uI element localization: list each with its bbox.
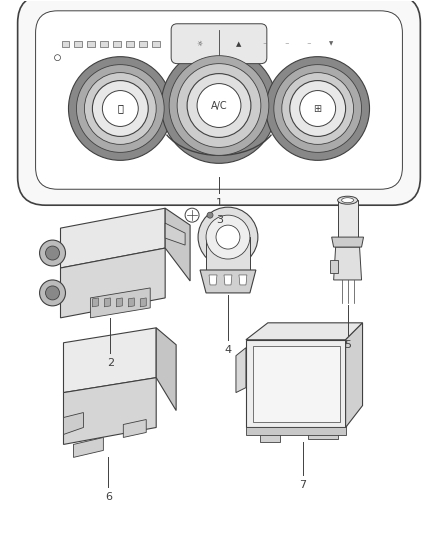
Circle shape bbox=[161, 47, 277, 163]
Circle shape bbox=[198, 207, 258, 267]
Polygon shape bbox=[74, 438, 103, 457]
Polygon shape bbox=[334, 247, 361, 280]
Text: 7: 7 bbox=[299, 480, 306, 490]
Polygon shape bbox=[100, 41, 108, 47]
Polygon shape bbox=[200, 270, 256, 293]
FancyBboxPatch shape bbox=[18, 0, 420, 205]
Polygon shape bbox=[224, 275, 232, 285]
Text: ▼: ▼ bbox=[328, 41, 333, 46]
Polygon shape bbox=[139, 41, 147, 47]
Polygon shape bbox=[253, 346, 339, 422]
Polygon shape bbox=[60, 208, 165, 268]
Ellipse shape bbox=[338, 196, 357, 204]
Text: 🚗: 🚗 bbox=[117, 103, 123, 114]
Ellipse shape bbox=[342, 198, 353, 203]
Polygon shape bbox=[128, 298, 134, 307]
Circle shape bbox=[216, 225, 240, 249]
Polygon shape bbox=[64, 328, 156, 393]
Circle shape bbox=[169, 55, 269, 155]
Circle shape bbox=[187, 74, 251, 138]
Text: 3: 3 bbox=[216, 215, 223, 225]
Circle shape bbox=[85, 72, 156, 144]
Circle shape bbox=[266, 56, 370, 160]
Circle shape bbox=[207, 212, 213, 218]
Polygon shape bbox=[206, 237, 250, 270]
Polygon shape bbox=[124, 419, 146, 438]
Polygon shape bbox=[209, 275, 217, 285]
Text: ~: ~ bbox=[262, 41, 267, 46]
Circle shape bbox=[39, 240, 66, 266]
Polygon shape bbox=[117, 298, 122, 307]
Polygon shape bbox=[88, 41, 95, 47]
Polygon shape bbox=[338, 200, 357, 245]
Polygon shape bbox=[74, 41, 82, 47]
Circle shape bbox=[39, 280, 66, 306]
Circle shape bbox=[68, 56, 172, 160]
Polygon shape bbox=[260, 427, 280, 442]
Circle shape bbox=[290, 80, 346, 136]
Circle shape bbox=[177, 63, 261, 148]
Polygon shape bbox=[332, 237, 364, 247]
Polygon shape bbox=[140, 298, 146, 307]
Text: 4: 4 bbox=[224, 345, 232, 355]
Circle shape bbox=[77, 64, 164, 152]
Circle shape bbox=[282, 72, 353, 144]
Text: 2: 2 bbox=[107, 358, 114, 368]
Text: ~: ~ bbox=[284, 41, 289, 46]
Polygon shape bbox=[152, 41, 160, 47]
Text: ⊞: ⊞ bbox=[314, 103, 322, 114]
Text: 1: 1 bbox=[215, 198, 223, 208]
Polygon shape bbox=[90, 288, 150, 318]
FancyBboxPatch shape bbox=[171, 24, 267, 63]
Text: ▲: ▲ bbox=[236, 41, 242, 47]
Polygon shape bbox=[92, 298, 99, 307]
Circle shape bbox=[185, 208, 199, 222]
Polygon shape bbox=[346, 323, 363, 427]
Circle shape bbox=[102, 91, 138, 126]
Polygon shape bbox=[165, 208, 190, 281]
Polygon shape bbox=[165, 223, 185, 245]
Polygon shape bbox=[156, 328, 176, 410]
Polygon shape bbox=[61, 41, 70, 47]
Circle shape bbox=[46, 246, 60, 260]
Circle shape bbox=[54, 55, 60, 61]
Polygon shape bbox=[113, 41, 121, 47]
Text: 6: 6 bbox=[105, 492, 112, 502]
Text: ☼: ☼ bbox=[196, 41, 202, 47]
Polygon shape bbox=[236, 348, 246, 393]
Circle shape bbox=[300, 91, 336, 126]
Circle shape bbox=[197, 84, 241, 127]
Polygon shape bbox=[308, 427, 338, 439]
Polygon shape bbox=[126, 41, 134, 47]
Polygon shape bbox=[64, 378, 156, 445]
Polygon shape bbox=[246, 323, 363, 340]
Polygon shape bbox=[246, 427, 346, 435]
Text: A/C: A/C bbox=[211, 101, 227, 110]
FancyBboxPatch shape bbox=[35, 11, 403, 189]
Polygon shape bbox=[64, 413, 83, 434]
Circle shape bbox=[206, 215, 250, 259]
Text: ~: ~ bbox=[307, 41, 311, 46]
Circle shape bbox=[274, 64, 361, 152]
Polygon shape bbox=[104, 298, 110, 307]
Circle shape bbox=[92, 80, 148, 136]
Circle shape bbox=[46, 286, 60, 300]
Polygon shape bbox=[246, 340, 346, 427]
Polygon shape bbox=[60, 248, 165, 318]
Polygon shape bbox=[330, 260, 338, 273]
Polygon shape bbox=[239, 275, 247, 285]
Text: 5: 5 bbox=[344, 340, 351, 350]
